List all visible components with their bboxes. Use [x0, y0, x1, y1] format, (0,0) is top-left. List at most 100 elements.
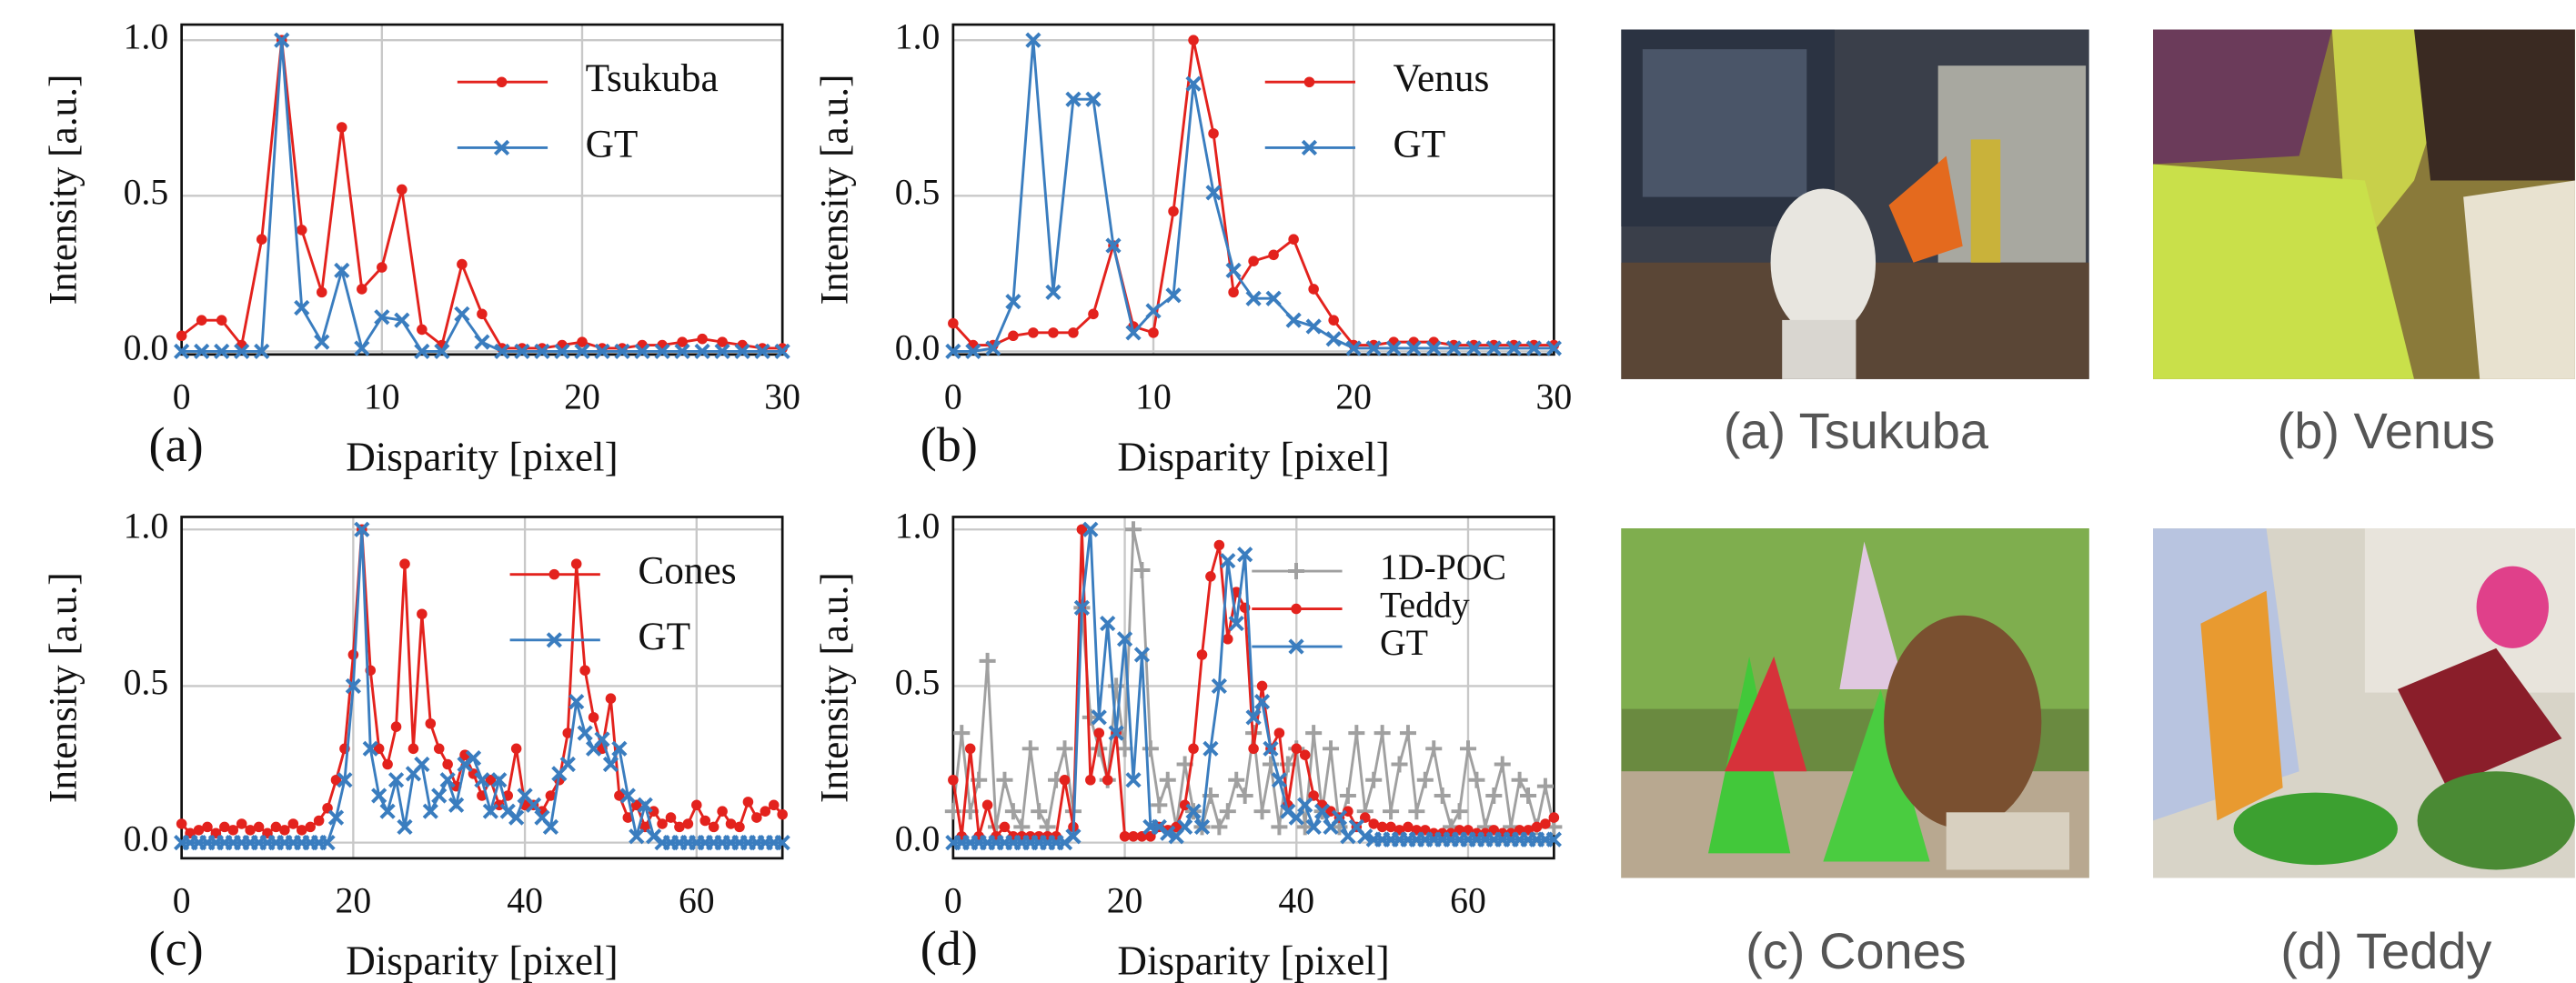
panel-label: (d) — [921, 921, 978, 976]
marker — [614, 343, 630, 360]
y-tick-label: 1.0 — [124, 16, 169, 56]
marker — [734, 821, 745, 833]
marker — [996, 771, 1013, 788]
marker — [1253, 694, 1271, 710]
photo-teddy — [2153, 528, 2575, 878]
marker — [1365, 340, 1382, 356]
marker — [717, 336, 728, 347]
marker — [542, 818, 559, 836]
marker — [725, 818, 737, 829]
marker — [981, 799, 993, 811]
marker — [1408, 803, 1425, 820]
x-axis-label: Disparity [pixel] — [346, 938, 618, 983]
marker — [1008, 330, 1019, 342]
marker — [1451, 803, 1468, 820]
marker — [1511, 771, 1528, 788]
marker — [227, 825, 239, 836]
marker — [588, 712, 599, 723]
photo-tsukuba — [1621, 29, 2089, 379]
marker — [579, 665, 590, 676]
legend-marker — [548, 568, 560, 580]
marker — [1328, 315, 1339, 326]
marker — [760, 806, 771, 817]
marker — [1248, 743, 1259, 755]
marker — [236, 818, 247, 829]
x-tick-label: 0 — [173, 880, 191, 920]
marker — [1245, 709, 1262, 726]
plot-frame — [951, 516, 1555, 860]
marker — [1271, 772, 1288, 788]
marker — [319, 835, 336, 851]
legend-marker — [496, 76, 508, 88]
marker — [1385, 821, 1396, 833]
marker — [694, 343, 710, 360]
marker — [193, 825, 205, 836]
marker — [176, 330, 187, 342]
marker — [1548, 812, 1560, 823]
marker — [1459, 740, 1477, 757]
marker — [1176, 818, 1193, 836]
marker — [485, 774, 497, 786]
marker — [602, 756, 619, 773]
marker — [194, 343, 210, 360]
marker — [270, 821, 282, 833]
marker — [717, 806, 728, 817]
marker — [337, 122, 347, 133]
marker — [433, 743, 445, 755]
marker — [305, 821, 316, 833]
marker — [337, 772, 353, 788]
marker — [1299, 749, 1311, 760]
marker — [1376, 821, 1388, 833]
marker — [274, 32, 290, 48]
marker — [1540, 818, 1551, 829]
marker — [945, 343, 961, 360]
y-axis-label: Intensity [a.u.] — [812, 75, 856, 306]
marker — [1185, 75, 1202, 92]
chart-panel: 0.0 0.5 1.0 0 20 40 60 Cones GT Disparity [pixel]… — [41, 506, 790, 983]
legend-label: Venus — [1393, 56, 1489, 100]
marker — [234, 343, 250, 360]
marker — [414, 756, 430, 773]
marker — [774, 835, 790, 851]
marker — [777, 808, 788, 820]
marker — [768, 799, 780, 811]
marker — [1237, 547, 1253, 563]
legend-label: GT — [586, 122, 639, 166]
image-caption: (b) Venus — [2278, 402, 2495, 459]
marker — [714, 343, 730, 360]
marker — [964, 743, 976, 755]
marker — [1091, 740, 1108, 757]
marker — [397, 184, 408, 196]
marker — [417, 324, 428, 336]
marker — [674, 343, 690, 360]
marker — [559, 756, 576, 773]
legend-label: GT — [1380, 623, 1428, 663]
legend-marker — [1288, 563, 1305, 580]
y-tick-label: 1.0 — [895, 16, 941, 56]
marker — [699, 815, 711, 827]
image-caption: (a) Tsukuba — [1724, 402, 1989, 459]
x-tick-label: 0 — [944, 880, 962, 920]
marker — [439, 772, 456, 788]
legend-label: GT — [1393, 122, 1445, 166]
marker — [1093, 727, 1105, 738]
marker — [357, 284, 367, 295]
plot-frame — [951, 23, 1555, 356]
marker — [1142, 740, 1159, 757]
marker — [1065, 91, 1082, 107]
marker — [691, 799, 702, 811]
marker — [525, 797, 542, 813]
x-tick-label: 20 — [1335, 376, 1372, 416]
marker — [1248, 256, 1259, 266]
marker — [254, 343, 270, 360]
x-tick-label: 60 — [679, 880, 715, 920]
marker — [554, 343, 570, 360]
marker — [1256, 680, 1268, 692]
marker — [373, 743, 385, 755]
marker — [1228, 771, 1245, 788]
marker — [1391, 756, 1408, 773]
y-axis-label: Intensity [a.u.] — [41, 75, 85, 306]
marker — [354, 340, 370, 356]
marker — [482, 803, 498, 819]
marker — [313, 815, 325, 827]
